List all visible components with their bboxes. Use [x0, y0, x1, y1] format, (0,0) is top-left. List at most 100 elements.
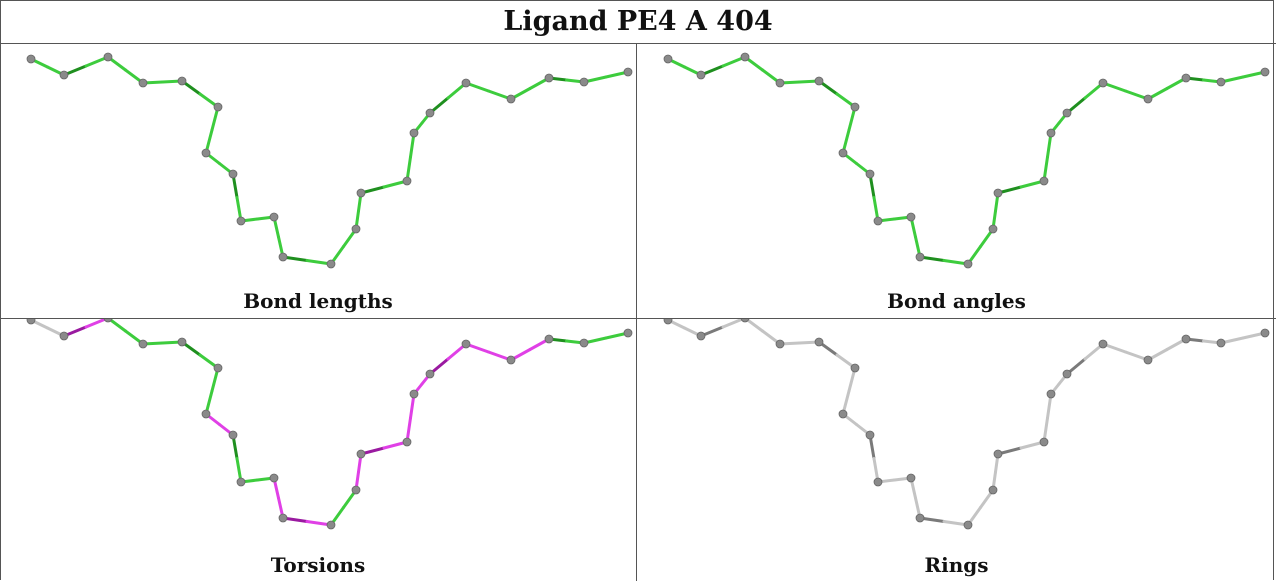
atom-7 — [865, 430, 875, 440]
atom-5 — [213, 102, 223, 112]
atom-1 — [696, 331, 706, 341]
atom-17 — [461, 339, 471, 349]
atom-9 — [906, 473, 916, 483]
atom-19 — [544, 334, 554, 344]
atom-17 — [1098, 339, 1108, 349]
molecule-diagram-torsions — [26, 319, 633, 530]
caption-bond-lengths: Bond lengths — [243, 289, 393, 313]
atom-8 — [873, 216, 883, 226]
atom-17 — [461, 78, 471, 88]
atom-6 — [838, 409, 848, 419]
atom-20 — [579, 338, 589, 348]
atom-12 — [988, 485, 998, 495]
atom-14 — [402, 176, 412, 186]
atom-0 — [663, 54, 673, 64]
atom-21 — [1260, 328, 1270, 338]
atom-15 — [1046, 128, 1056, 138]
atom-0 — [26, 54, 36, 64]
atom-10 — [915, 513, 925, 523]
atom-1 — [59, 331, 69, 341]
horizontal-divider — [0, 318, 1276, 319]
atom-9 — [269, 212, 279, 222]
atom-7 — [228, 169, 238, 179]
atom-13 — [356, 188, 366, 198]
atom-3 — [775, 339, 785, 349]
atom-14 — [402, 437, 412, 447]
atom-3 — [138, 339, 148, 349]
atom-9 — [906, 212, 916, 222]
atom-16 — [1062, 108, 1072, 118]
atom-5 — [850, 363, 860, 373]
atom-8 — [873, 477, 883, 487]
atom-15 — [409, 389, 419, 399]
atom-9 — [269, 473, 279, 483]
atom-4 — [177, 76, 187, 86]
atom-14 — [1039, 176, 1049, 186]
atom-19 — [1181, 334, 1191, 344]
vertical-divider — [636, 44, 637, 581]
caption-rings: Rings — [924, 553, 989, 577]
atom-11 — [326, 520, 336, 530]
atom-8 — [236, 477, 246, 487]
atom-11 — [963, 520, 973, 530]
atom-8 — [236, 216, 246, 226]
molecule-diagram-bond-angles — [663, 52, 1270, 269]
atom-10 — [278, 513, 288, 523]
atom-13 — [993, 449, 1003, 459]
panel-bond-angles: Bond angles — [637, 45, 1276, 318]
atom-2 — [740, 319, 750, 323]
atom-11 — [326, 259, 336, 269]
figure-title: Ligand PE4 A 404 — [0, 0, 1276, 44]
atom-0 — [663, 319, 673, 325]
atom-3 — [138, 78, 148, 88]
atom-15 — [1046, 389, 1056, 399]
atom-2 — [103, 52, 113, 62]
atom-20 — [1216, 77, 1226, 87]
molecule-diagram-bond-lengths — [26, 52, 633, 269]
panel-torsions: Torsions — [0, 319, 636, 581]
atom-13 — [993, 188, 1003, 198]
atom-20 — [579, 77, 589, 87]
atom-4 — [814, 76, 824, 86]
atom-4 — [814, 337, 824, 347]
atom-12 — [351, 485, 361, 495]
atom-21 — [1260, 67, 1270, 77]
atom-12 — [351, 224, 361, 234]
atom-16 — [1062, 369, 1072, 379]
atom-0 — [26, 319, 36, 325]
atom-19 — [544, 73, 554, 83]
atom-16 — [425, 108, 435, 118]
atom-18 — [506, 355, 516, 365]
atom-18 — [506, 94, 516, 104]
atom-18 — [1143, 355, 1153, 365]
atom-7 — [228, 430, 238, 440]
panel-bond-lengths: Bond lengths — [0, 45, 636, 318]
atom-20 — [1216, 338, 1226, 348]
caption-torsions: Torsions — [270, 553, 366, 577]
molecule-diagram-rings — [663, 319, 1270, 530]
caption-bond-angles: Bond angles — [887, 289, 1026, 313]
atom-4 — [177, 337, 187, 347]
atom-2 — [740, 52, 750, 62]
atom-2 — [103, 319, 113, 323]
atom-1 — [696, 70, 706, 80]
atom-7 — [865, 169, 875, 179]
atom-16 — [425, 369, 435, 379]
panel-rings: Rings — [637, 319, 1276, 581]
atom-14 — [1039, 437, 1049, 447]
atom-6 — [838, 148, 848, 158]
atom-17 — [1098, 78, 1108, 88]
atom-12 — [988, 224, 998, 234]
atom-6 — [201, 148, 211, 158]
atom-10 — [278, 252, 288, 262]
atom-10 — [915, 252, 925, 262]
atom-6 — [201, 409, 211, 419]
atom-11 — [963, 259, 973, 269]
atom-1 — [59, 70, 69, 80]
atom-19 — [1181, 73, 1191, 83]
atom-18 — [1143, 94, 1153, 104]
atom-5 — [850, 102, 860, 112]
atom-15 — [409, 128, 419, 138]
atom-21 — [623, 328, 633, 338]
